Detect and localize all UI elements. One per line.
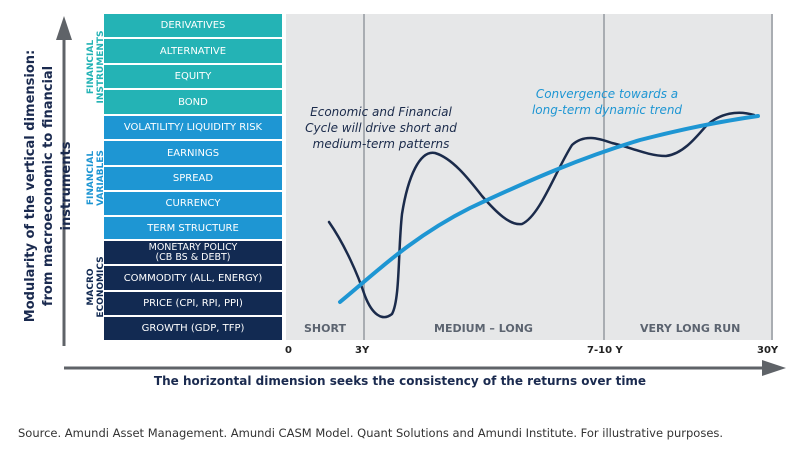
box-price: PRICE (CPI, RPI, PPI) <box>104 292 282 315</box>
group-label-financial-instruments: FINANCIAL INSTRUMENTS <box>86 30 106 104</box>
annotation-trend: Convergence towards a long-term dynamic … <box>531 87 683 117</box>
box-earnings: EARNINGS <box>104 141 282 165</box>
trend-line <box>338 114 760 304</box>
y-axis-title: Modularity of the vertical dimension: fr… <box>23 49 74 323</box>
tick-label-30y: 30Y <box>757 345 779 356</box>
zone-label-short: SHORT <box>304 322 346 335</box>
box-alternative: ALTERNATIVE <box>104 39 282 63</box>
zone-label-medium-long: MEDIUM – LONG <box>434 322 533 335</box>
box-volatility-liquidity-risk: VOLATILITY/ LIQUIDITY RISK <box>104 116 282 139</box>
box-bond: BOND <box>104 90 282 114</box>
tick-label-3y: 3Y <box>355 345 370 356</box>
tick-label-0: 0 <box>285 345 292 356</box>
box-growth: GROWTH (GDP, TFP) <box>104 317 282 340</box>
tick-label-7-10y: 7-10 Y <box>587 345 623 356</box>
group-label-macro-economics: MACRO ECONOMICS <box>86 256 106 318</box>
box-derivatives: DERIVATIVES <box>104 14 282 37</box>
zone-label-very-long-run: VERY LONG RUN <box>640 322 741 335</box>
box-currency: CURRENCY <box>104 192 282 215</box>
box-equity: EQUITY <box>104 65 282 88</box>
box-term-structure: TERM STRUCTURE <box>104 217 282 239</box>
source-note: Source. Amundi Asset Management. Amundi … <box>18 426 724 440</box>
x-axis-title: The horizontal dimension seeks the consi… <box>153 374 647 388</box>
annotation-cycle: Economic and Financial Cycle will drive … <box>305 105 457 151</box>
box-monetary-policy: MONETARY POLICY (CB BS & DEBT) <box>104 241 282 264</box>
box-commodity: COMMODITY (ALL, ENERGY) <box>104 266 282 290</box>
group-label-financial-variables: FINANCIAL VARIABLES <box>86 150 106 206</box>
x-axis-arrowhead <box>762 360 786 376</box>
y-axis-arrowhead <box>56 16 72 40</box>
chart-panel <box>286 14 773 340</box>
box-spread: SPREAD <box>104 167 282 190</box>
